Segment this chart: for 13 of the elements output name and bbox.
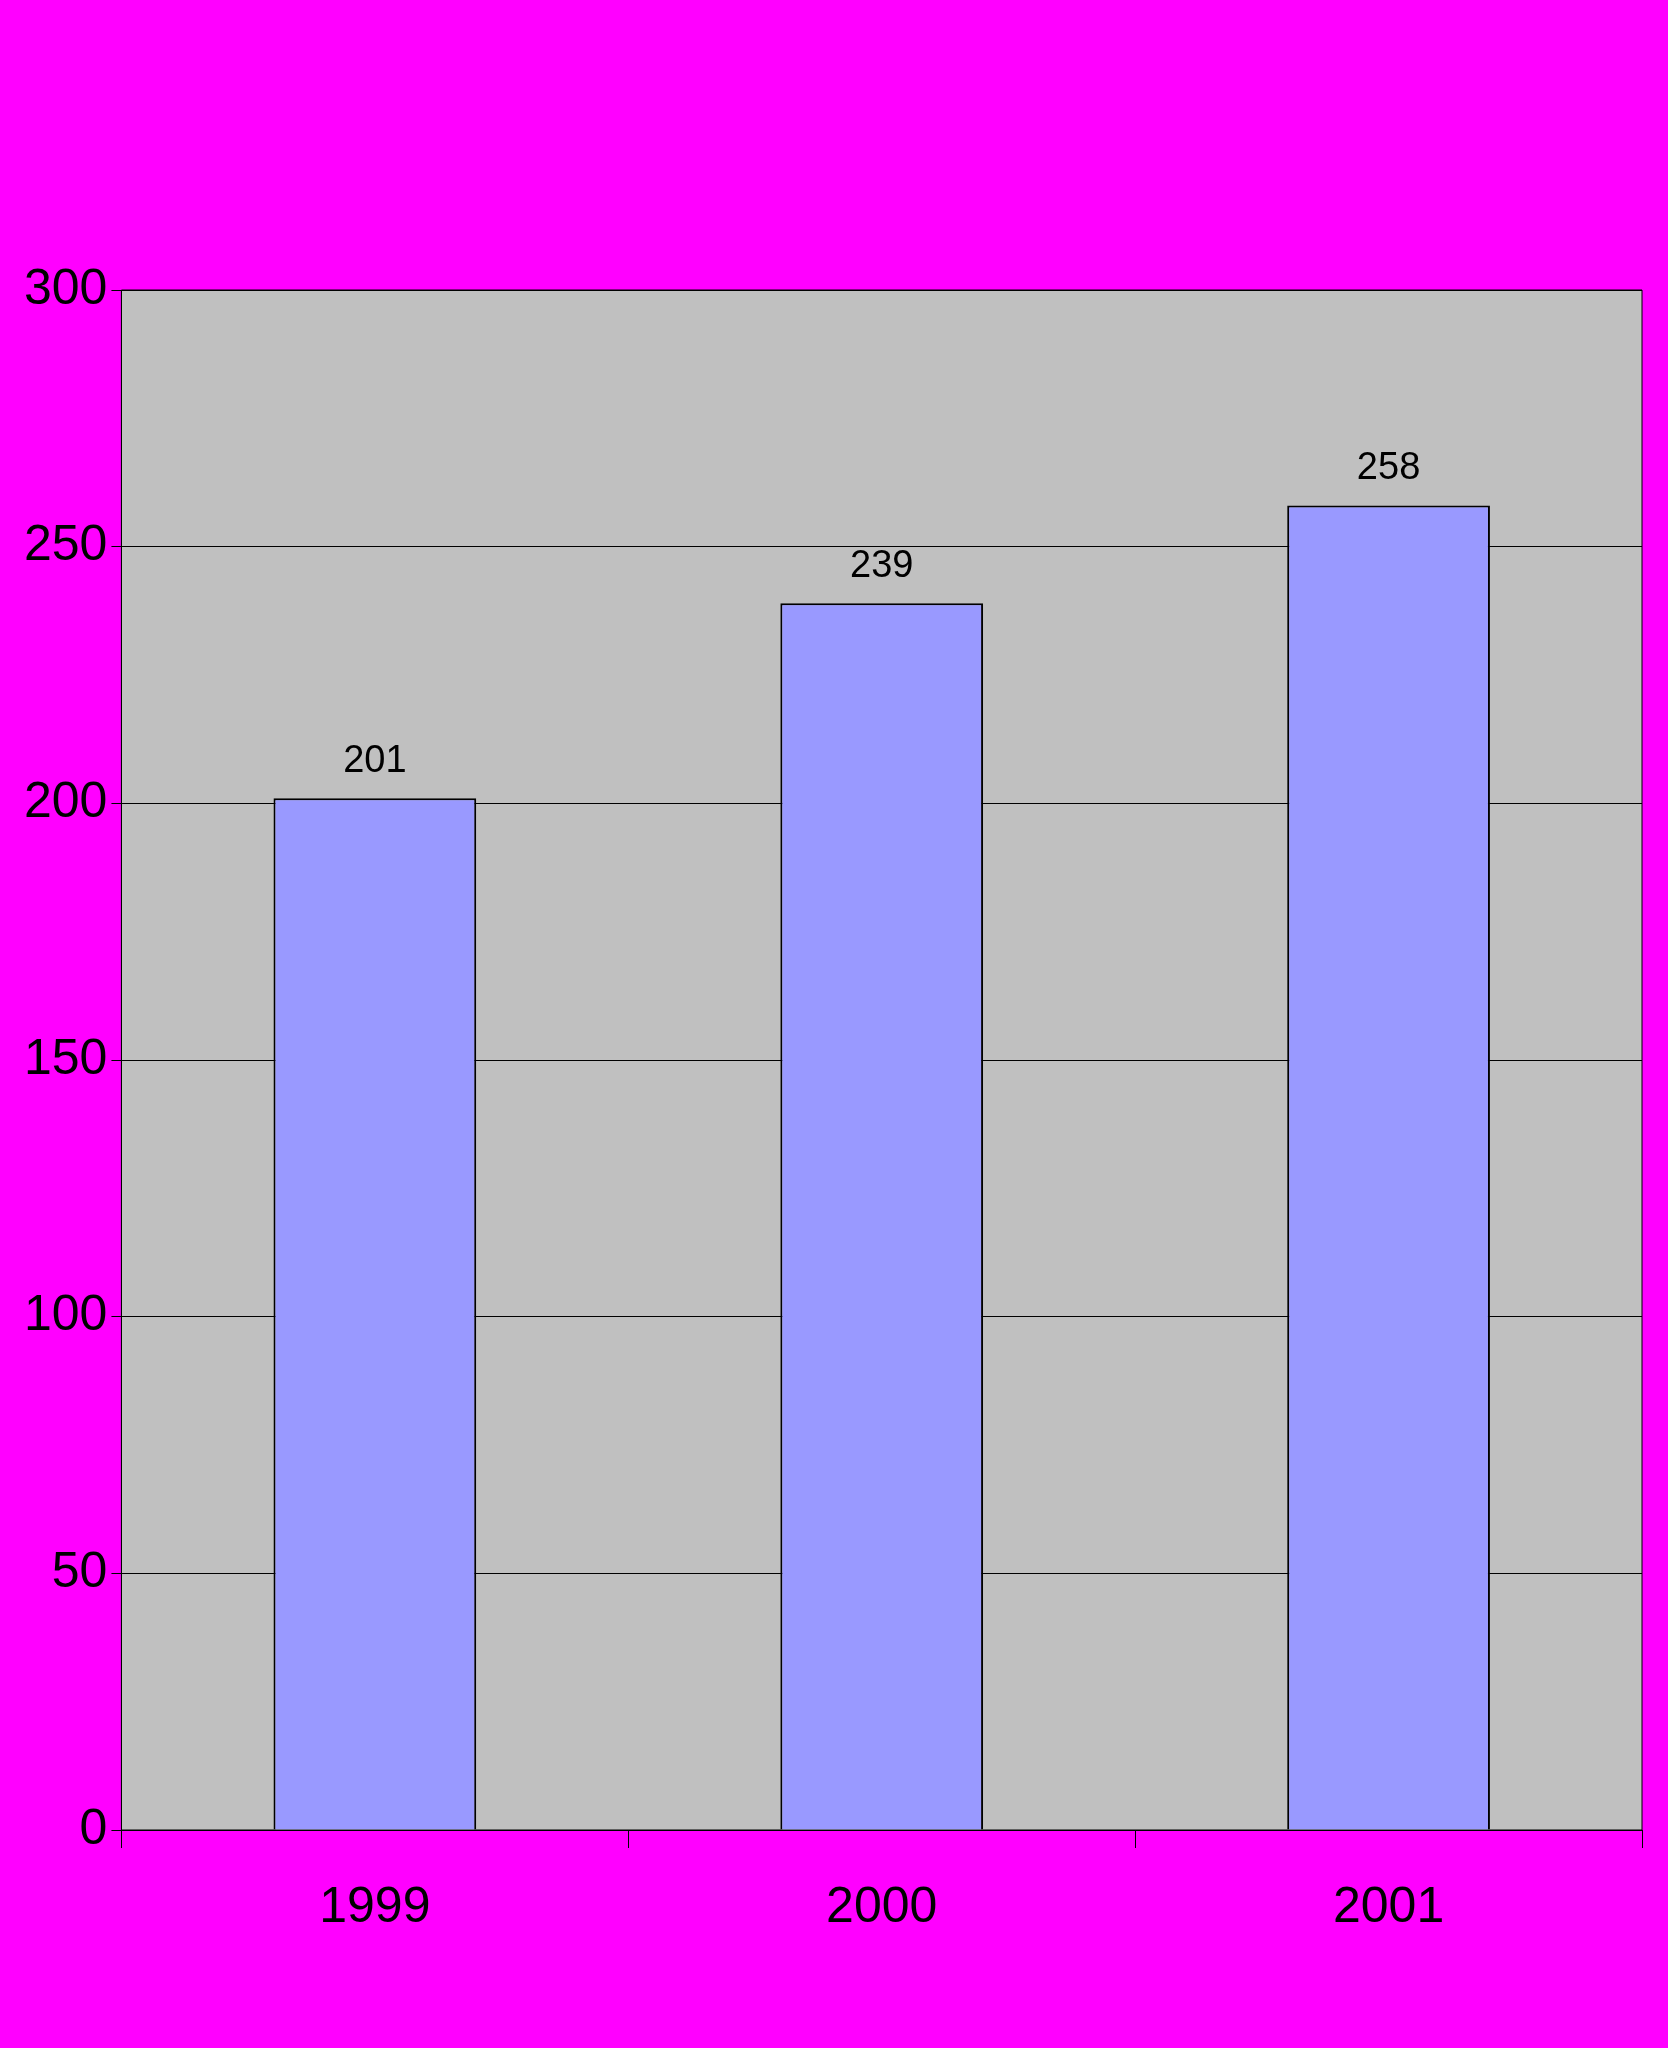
y-tick-label: 150 (23, 1028, 108, 1085)
data-label: 258 (1356, 445, 1421, 488)
y-tick-label: 250 (23, 515, 108, 572)
data-label: 239 (850, 542, 914, 585)
x-tick-label: 2000 (826, 1876, 938, 1933)
y-tick-label: 200 (23, 772, 108, 829)
x-tick-label: 1999 (319, 1876, 431, 1933)
y-tick-label: 300 (23, 258, 108, 315)
y-tick-label: 0 (79, 1798, 108, 1855)
data-label: 201 (343, 737, 407, 780)
x-tick-label: 2001 (1332, 1876, 1445, 1933)
y-tick-label: 100 (23, 1285, 108, 1342)
y-tick-label: 50 (51, 1542, 108, 1599)
